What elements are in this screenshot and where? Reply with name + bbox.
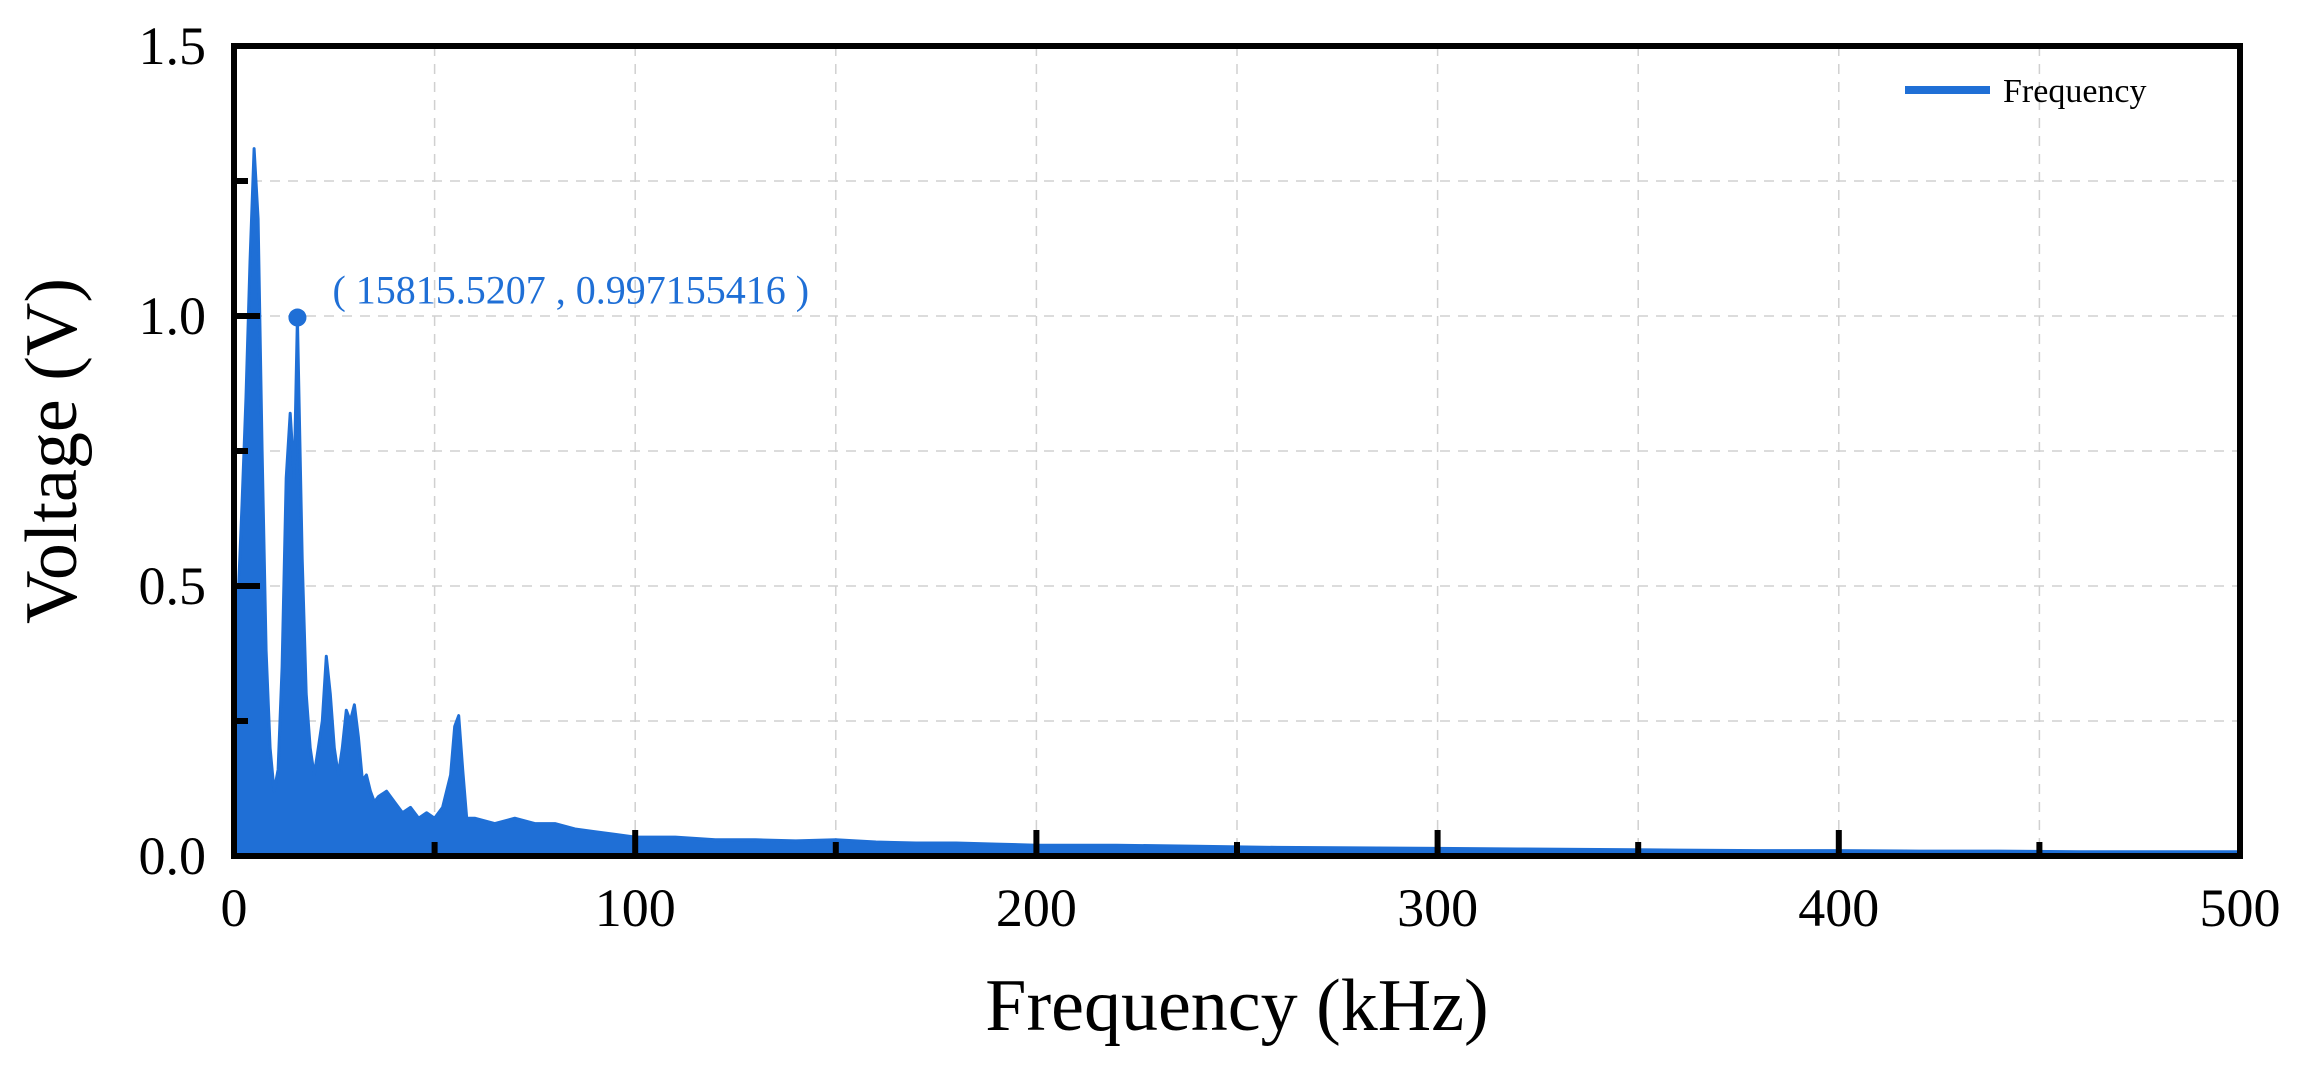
peak-marker (288, 308, 307, 327)
plot-frame (231, 43, 2243, 859)
peak-annotation-label: ( 15815.5207 , 0.997155416 ) (332, 268, 809, 313)
x-tick-label: 0 (221, 878, 248, 938)
series-area-frequency (232, 147, 2242, 858)
x-axis-title: Frequency (kHz) (985, 965, 1488, 1047)
x-tick-labels: 0 100 200 300 400 500 (221, 878, 2281, 938)
peak-annotation: ( 15815.5207 , 0.997155416 ) (288, 268, 809, 327)
y-tick-label: 0.5 (139, 556, 207, 616)
y-axis-title: Voltage (V) (11, 278, 93, 624)
legend-label-frequency: Frequency (2003, 73, 2147, 110)
x-tick-label: 500 (2200, 878, 2281, 938)
x-tick-label: 400 (1798, 878, 1879, 938)
grid (234, 46, 2240, 856)
y-tick-label: 1.0 (139, 286, 207, 346)
spectrum-series (232, 147, 2242, 858)
x-tick-label: 300 (1397, 878, 1478, 938)
y-tick-labels: 0.0 0.5 1.0 1.5 (139, 16, 207, 886)
legend: Frequency (1905, 73, 2147, 110)
y-tick-label: 1.5 (139, 16, 207, 76)
x-tick-label: 200 (996, 878, 1077, 938)
y-tick-label: 0.0 (139, 826, 207, 886)
x-tick-label: 100 (595, 878, 676, 938)
